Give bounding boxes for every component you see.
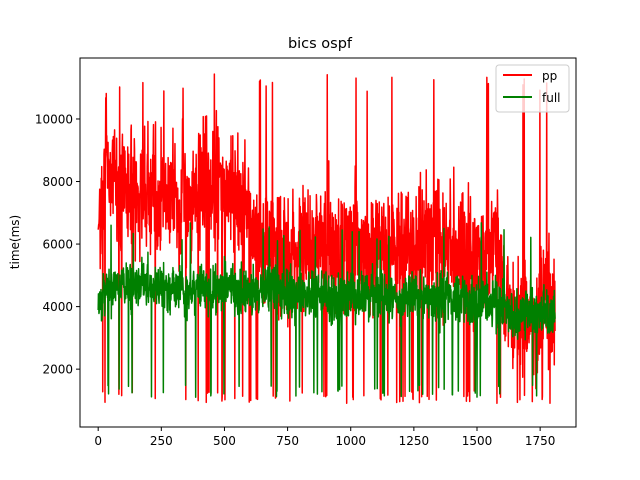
series-layer	[97, 73, 556, 405]
x-tick-label: 1500	[462, 434, 493, 448]
y-tick-label: 10000	[35, 112, 73, 126]
y-tick-label: 6000	[42, 238, 73, 252]
plot-frame	[79, 57, 577, 428]
x-tick-label: 1750	[525, 434, 556, 448]
series-line-pp	[97, 73, 556, 405]
x-tick-label: 750	[276, 434, 299, 448]
x-tick-label: 250	[150, 434, 173, 448]
legend-label-full: full	[542, 91, 561, 105]
chart-title: bics ospf	[288, 36, 353, 52]
y-tick-label: 8000	[42, 175, 73, 189]
x-tick-label: 500	[213, 434, 236, 448]
legend: pp full	[495, 64, 570, 113]
y-tick-label: 2000	[42, 363, 73, 377]
x-tick-label: 0	[94, 434, 102, 448]
legend-frame	[495, 64, 570, 113]
x-tick-label: 1250	[399, 434, 430, 448]
y-tick-label: 4000	[42, 300, 73, 314]
x-tick-label: 1000	[335, 434, 366, 448]
series-line-full	[97, 222, 556, 399]
y-axis: 2000 4000 6000 8000 10000	[35, 112, 80, 377]
x-axis: 0 250 500 750 1000 1250 1500 1750	[94, 427, 555, 448]
legend-label-pp: pp	[542, 69, 557, 83]
y-axis-label: time(ms)	[8, 215, 22, 269]
